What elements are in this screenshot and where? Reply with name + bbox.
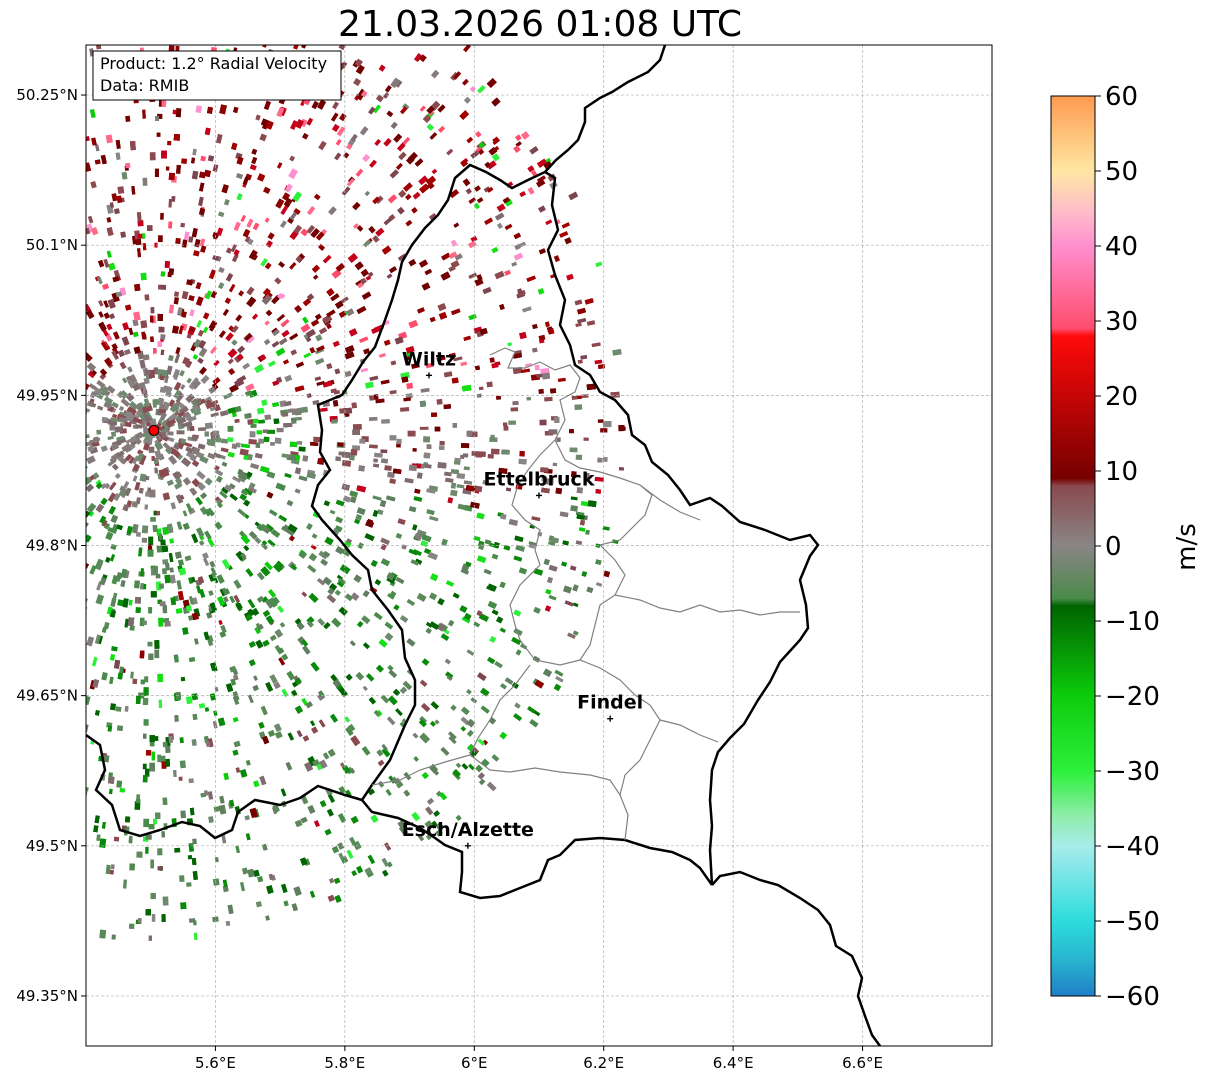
colorbar-tick-label: −60 <box>1105 982 1160 1012</box>
colorbar-tick-label: 10 <box>1105 457 1138 487</box>
city-label: Esch/Alzette <box>402 819 534 841</box>
x-tick-label: 6.6°E <box>842 1054 883 1072</box>
city-label: Ettelbruck <box>484 468 595 490</box>
city-marker-icon <box>536 492 542 499</box>
colorbar-gradient <box>1050 95 1096 997</box>
y-tick-label: 50.25°N <box>16 86 78 104</box>
gridlines <box>86 45 992 1046</box>
axes: 5.6°E 5.8°E 6°E 6.2°E 6.4°E 6.6°E 50.25°N 50.1°… <box>16 86 883 1072</box>
city-label: Findel <box>577 692 643 714</box>
colorbar-tick-label: −30 <box>1105 757 1160 787</box>
colorbar-tick-label: 60 <box>1105 82 1138 112</box>
x-tick-label: 5.8°E <box>324 1054 365 1072</box>
info-data-text: Data: RMIB <box>100 76 189 95</box>
colorbar-tick-label: −40 <box>1105 832 1160 862</box>
y-tick-label: 49.5°N <box>26 837 78 855</box>
city-marker-icon <box>425 372 432 379</box>
colorbar-unit-label: m/s <box>1172 523 1202 571</box>
y-tick-label: 49.8°N <box>26 537 78 555</box>
x-tick-label: 6.2°E <box>583 1054 624 1072</box>
y-tick-label: 50.1°N <box>26 236 78 254</box>
colorbar-tick-label: −20 <box>1105 682 1160 712</box>
map-title: 21.03.2026 01:08 UTC <box>337 4 743 45</box>
colorbar-tick-label: 30 <box>1105 307 1138 337</box>
colorbar-tick-label: 0 <box>1105 532 1122 562</box>
info-product-text: Product: 1.2° Radial Velocity <box>100 54 327 73</box>
germany-northeast-border <box>544 45 667 173</box>
colorbar: 60 50 40 30 20 10 0 −10 −20 −30 −40 −50 −60 m/s <box>1050 82 1202 1012</box>
canton-borders <box>371 347 800 841</box>
city-marker-icon <box>607 715 614 722</box>
radar-velocity-layer <box>86 45 626 941</box>
x-tick-label: 6°E <box>461 1054 488 1072</box>
radar-site-marker <box>148 424 160 436</box>
y-tick-label: 49.95°N <box>16 386 78 404</box>
colorbar-tick-label: −50 <box>1105 907 1160 937</box>
colorbar-tick-label: 50 <box>1105 157 1138 187</box>
colorbar-tick-label: −10 <box>1105 607 1160 637</box>
x-tick-label: 5.6°E <box>195 1054 236 1072</box>
colorbar-tick-label: 40 <box>1105 232 1138 262</box>
city-label: Wiltz <box>402 348 456 370</box>
y-tick-label: 49.65°N <box>16 687 78 705</box>
luxembourg-germany-border <box>544 170 820 886</box>
x-tick-label: 6.4°E <box>713 1054 754 1072</box>
germany-france-border <box>711 870 882 1046</box>
luxembourg-france-border <box>361 799 714 900</box>
colorbar-ticks: 60 50 40 30 20 10 0 −10 −20 −30 −40 −50 −60 <box>1095 82 1160 1012</box>
colorbar-tick-label: 20 <box>1105 382 1138 412</box>
city-marker-icon <box>464 842 471 849</box>
info-box: Product: 1.2° Radial Velocity Data: RMIB <box>92 50 342 101</box>
y-tick-label: 49.35°N <box>16 987 78 1005</box>
belgium-luxembourg-border <box>86 163 546 840</box>
city-markers: Wiltz Ettelbruck Findel Esch/Alzette <box>402 348 643 849</box>
